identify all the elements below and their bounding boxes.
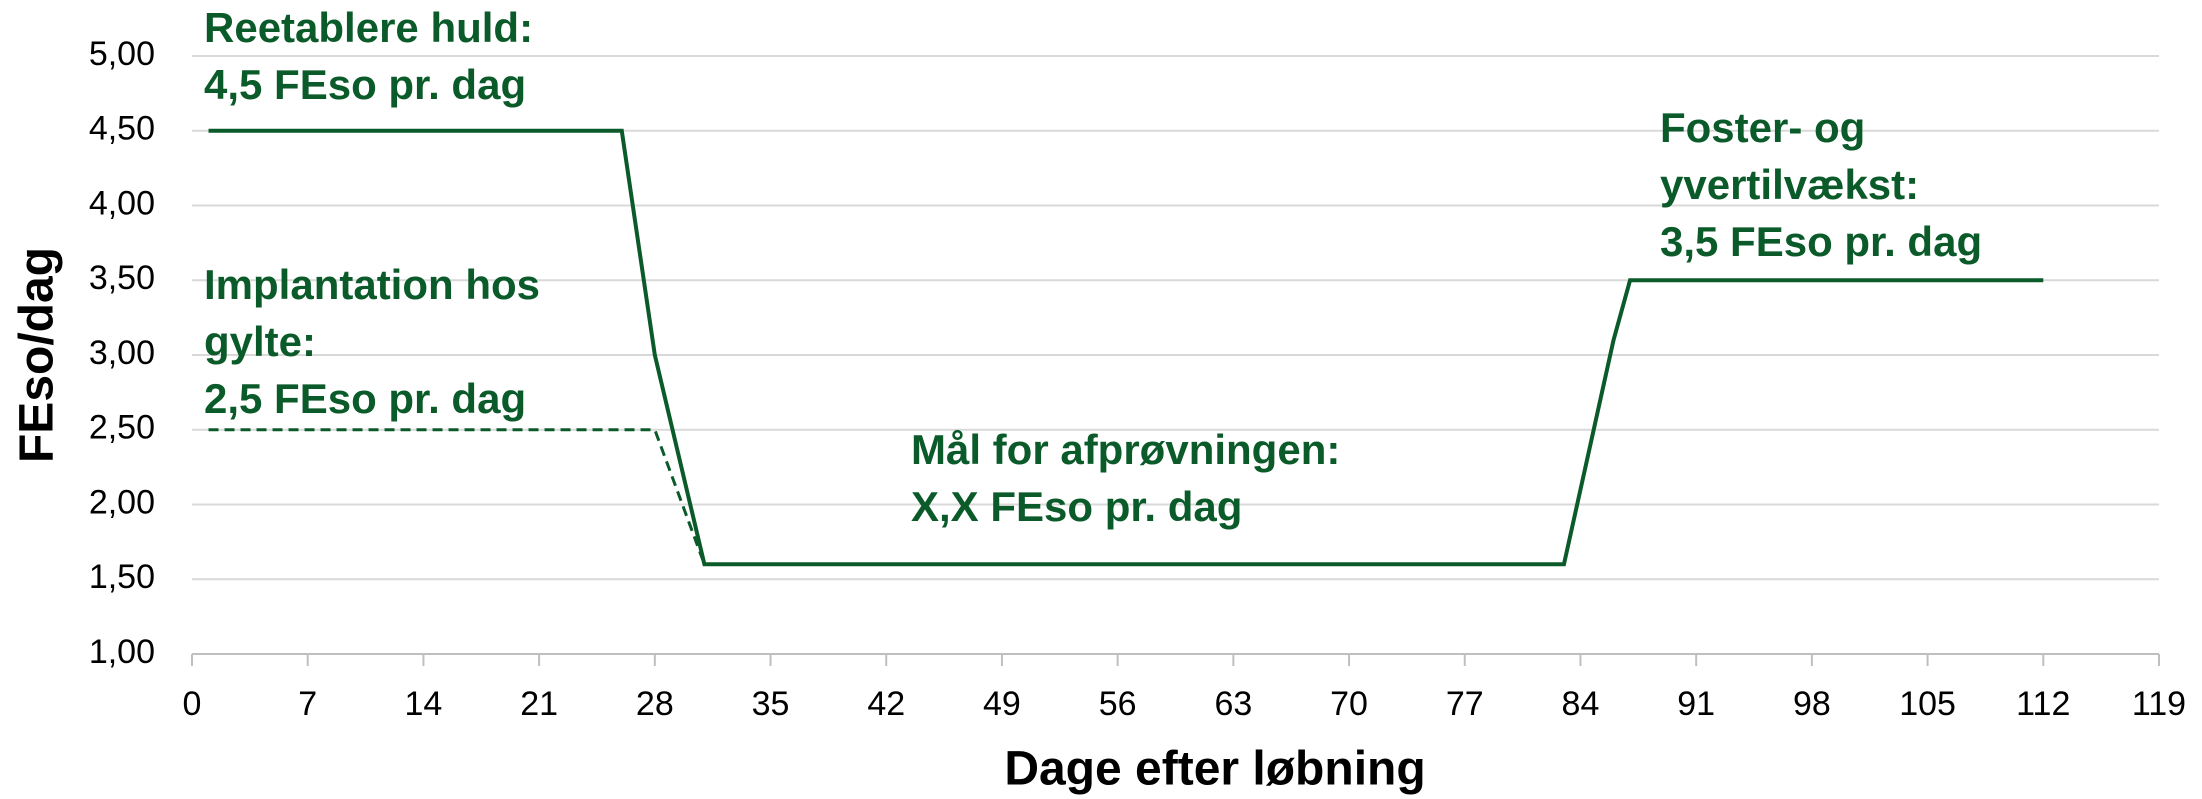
x-tick-label: 119 <box>2132 685 2186 723</box>
y-tick-label: 1,00 <box>89 633 155 671</box>
annotation: Mål for afprøvningen: <box>911 426 1340 473</box>
x-tick-label: 42 <box>867 685 905 723</box>
x-tick-label: 0 <box>183 685 202 723</box>
y-tick-label: 3,00 <box>89 334 155 372</box>
x-tick-label: 49 <box>983 685 1021 723</box>
x-tick-label: 21 <box>520 685 558 723</box>
annotation: Implantation hos <box>204 261 540 308</box>
x-tick-label: 7 <box>298 685 317 723</box>
x-tick-label: 105 <box>1899 685 1956 723</box>
annotation: 4,5 FEso pr. dag <box>204 61 526 108</box>
x-tick-label: 56 <box>1099 685 1137 723</box>
x-tick-label: 84 <box>1562 685 1600 723</box>
x-tick-label: 28 <box>636 685 674 723</box>
x-tick-label: 70 <box>1330 685 1368 723</box>
x-tick-label: 77 <box>1446 685 1484 723</box>
x-tick-label: 91 <box>1677 685 1715 723</box>
x-tick-label: 35 <box>752 685 790 723</box>
y-tick-label: 1,50 <box>89 558 155 596</box>
annotation: Foster- og <box>1660 104 1865 151</box>
x-tick-label: 98 <box>1793 685 1831 723</box>
y-tick-label: 3,50 <box>89 259 155 297</box>
annotation: gylte: <box>204 318 316 365</box>
x-axis-title: Dage efter løbning <box>1004 743 1425 796</box>
annotation: 3,5 FEso pr. dag <box>1660 218 1982 265</box>
y-tick-label: 5,00 <box>89 35 155 73</box>
x-tick-label: 112 <box>2016 685 2070 723</box>
y-tick-label: 4,50 <box>89 110 155 148</box>
x-tick-label: 14 <box>404 685 442 723</box>
annotation: Reetablere huld: <box>204 4 533 51</box>
line-series <box>208 428 706 565</box>
annotation: X,X FEso pr. dag <box>911 483 1242 530</box>
y-tick-label: 4,00 <box>89 184 155 222</box>
y-tick-label: 2,00 <box>89 483 155 521</box>
annotation: yvertilvækst: <box>1660 161 1919 208</box>
y-axis-title: FEso/dag <box>11 247 64 463</box>
x-tick-label: 63 <box>1214 685 1252 723</box>
line-series <box>208 128 2044 567</box>
y-tick-label: 2,50 <box>89 409 155 447</box>
annotation: 2,5 FEso pr. dag <box>204 375 526 422</box>
